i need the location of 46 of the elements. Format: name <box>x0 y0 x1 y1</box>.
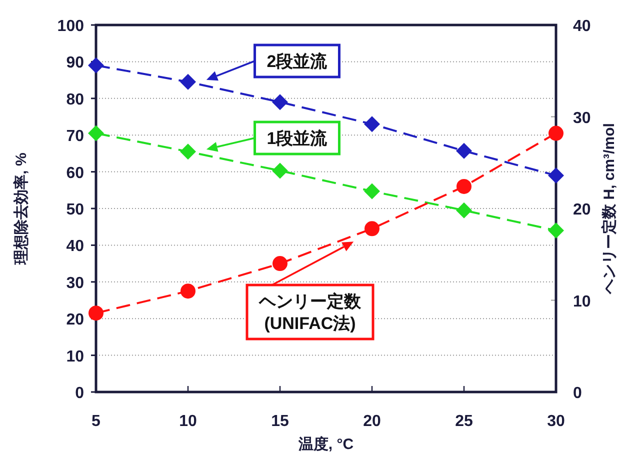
y-tick-label: 50 <box>66 202 84 218</box>
point <box>180 284 196 299</box>
y-tick-label: 80 <box>66 91 84 108</box>
point <box>548 222 564 239</box>
y2-tick-label: 20 <box>573 202 591 218</box>
point <box>180 74 196 90</box>
y2-axis-title: ヘンリー定数 H, cm³/mol <box>600 123 618 295</box>
point <box>456 142 472 159</box>
point <box>180 144 196 160</box>
series-label: ヘンリー定数 (UNIFAC法) <box>258 292 362 333</box>
point <box>88 125 104 142</box>
point <box>272 94 288 110</box>
x-tick-label: 20 <box>363 413 381 430</box>
legend-label: 2段並流 <box>266 52 328 71</box>
point <box>88 306 104 321</box>
point <box>272 256 288 272</box>
point <box>272 162 288 179</box>
y-tick-label: 20 <box>66 312 84 329</box>
point <box>456 202 472 218</box>
y2-tick-label: 0 <box>573 385 582 402</box>
legend-label: 1段並流 <box>266 129 328 148</box>
point <box>548 167 564 184</box>
y-tick-label: 10 <box>66 348 84 366</box>
point <box>456 178 472 194</box>
point <box>548 126 564 141</box>
x-tick-label: 25 <box>455 413 473 430</box>
point <box>364 221 380 236</box>
y-tick-label: 70 <box>66 128 84 146</box>
y2-tick-label: 30 <box>573 110 591 127</box>
x-tick-label: 15 <box>271 413 289 430</box>
x-tick-label: 10 <box>179 413 197 430</box>
y-tick-label: 60 <box>66 164 84 182</box>
y-tick-label: 0 <box>75 385 84 402</box>
point <box>88 57 104 74</box>
y-tick-label: 30 <box>66 274 84 292</box>
x-tick-label: 30 <box>547 413 565 430</box>
x-tick-label: 5 <box>92 413 101 430</box>
y-tick-label: 40 <box>66 238 84 256</box>
point <box>364 183 380 200</box>
y-tick-label: 100 <box>57 18 84 35</box>
x-axis-title: 温度, °C <box>297 435 354 453</box>
y2-tick-label: 40 <box>573 18 591 35</box>
y-axis-title: 理想除去効率, % <box>12 152 30 266</box>
point <box>364 116 380 132</box>
y2-tick-label: 10 <box>573 293 591 310</box>
y-tick-label: 90 <box>66 54 84 72</box>
